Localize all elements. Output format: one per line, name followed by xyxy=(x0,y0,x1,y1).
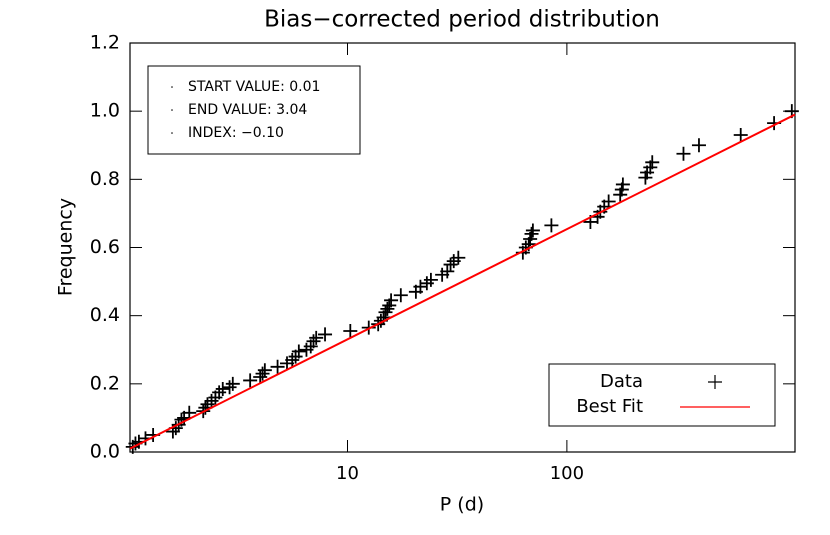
data-point xyxy=(306,334,321,349)
y-tick-label: 0.2 xyxy=(90,372,120,394)
info-box xyxy=(147,65,361,155)
data-point xyxy=(601,194,616,209)
annotation: INDEX: −0.10 xyxy=(188,125,284,141)
annotation-dot xyxy=(171,132,173,134)
data-point xyxy=(343,324,358,339)
y-tick-label: 0.0 xyxy=(90,441,120,463)
y-tick-label: 1.2 xyxy=(90,32,120,54)
data-point xyxy=(257,363,272,378)
y-tick-label: 0.8 xyxy=(90,168,120,190)
legend-box xyxy=(548,363,776,427)
annotation-dot xyxy=(171,109,173,111)
data-point xyxy=(243,373,258,388)
y-tick-label: 1.0 xyxy=(90,100,120,122)
data-point xyxy=(291,344,306,359)
data-point xyxy=(615,177,630,192)
data-point xyxy=(524,226,539,241)
annotation-dot xyxy=(171,86,173,88)
data-point xyxy=(378,305,393,320)
data-point xyxy=(318,327,333,342)
data-point xyxy=(733,128,748,143)
data-point xyxy=(423,272,438,287)
data-point xyxy=(676,146,691,161)
legend-swatch xyxy=(708,375,722,389)
data-point xyxy=(413,279,428,294)
annotation: START VALUE: 0.01 xyxy=(188,79,320,95)
data-point xyxy=(525,223,540,238)
data-point xyxy=(384,293,399,308)
data-point xyxy=(212,385,227,400)
data-point xyxy=(270,359,285,374)
legend-label: Data xyxy=(600,371,643,392)
data-point xyxy=(443,257,458,272)
chart-title: Bias−corrected period distribution xyxy=(264,7,660,33)
data-point xyxy=(309,330,324,345)
data-point xyxy=(182,405,197,420)
x-axis-label: P (d) xyxy=(440,494,484,516)
data-point xyxy=(380,301,395,316)
y-tick-label: 0.4 xyxy=(90,304,120,326)
x-tick-label: 10 xyxy=(336,463,359,484)
data-point xyxy=(222,380,237,395)
data-point xyxy=(451,250,466,265)
y-tick-label: 0.6 xyxy=(90,236,120,258)
data-point xyxy=(225,376,240,391)
data-point xyxy=(440,264,455,279)
data-point xyxy=(255,366,270,381)
data-point xyxy=(285,352,300,367)
y-axis-label: Frequency xyxy=(55,198,77,296)
data-point xyxy=(645,155,660,170)
annotation: END VALUE: 3.04 xyxy=(188,102,307,118)
data-point xyxy=(215,381,230,396)
x-tick-label: 100 xyxy=(550,463,584,484)
data-point xyxy=(691,138,706,153)
data-point xyxy=(544,218,559,233)
data-point xyxy=(393,288,408,303)
fit-line xyxy=(129,113,796,450)
legend-label: Best Fit xyxy=(576,396,643,417)
